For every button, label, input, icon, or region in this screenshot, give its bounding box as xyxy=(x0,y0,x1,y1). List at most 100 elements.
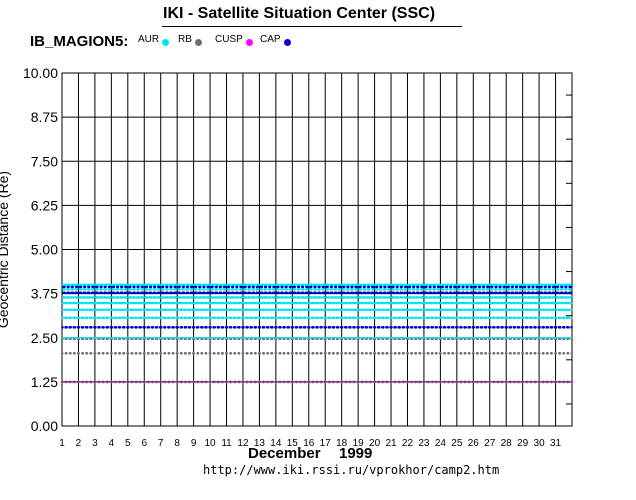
orbit-point xyxy=(501,316,505,320)
orbit-point xyxy=(456,326,459,329)
orbit-point xyxy=(91,285,95,289)
x-tick-label: 8 xyxy=(174,438,180,449)
orbit-point xyxy=(521,326,525,329)
orbit-point xyxy=(193,301,196,305)
orbit-point xyxy=(69,326,72,329)
orbit-point xyxy=(230,301,233,305)
orbit-point xyxy=(330,288,334,291)
orbit-point xyxy=(365,326,369,329)
orbit-point xyxy=(408,291,412,295)
orbit-point xyxy=(563,326,566,329)
orbit-point xyxy=(225,352,228,355)
orbit-point xyxy=(83,288,87,291)
orbit-point xyxy=(524,301,527,305)
orbit-point xyxy=(341,316,344,320)
orbit-point xyxy=(443,316,447,320)
orbit-point xyxy=(205,326,208,329)
orbit-point xyxy=(513,316,517,320)
orbit-point xyxy=(216,301,219,305)
orbit-point xyxy=(464,326,467,329)
orbit-point xyxy=(174,285,177,289)
orbit-point xyxy=(209,308,213,312)
orbit-point xyxy=(429,296,433,299)
orbit-point xyxy=(271,308,274,312)
orbit-point xyxy=(194,285,198,289)
orbit-point xyxy=(69,352,72,355)
orbit-point xyxy=(166,296,169,299)
orbit-point xyxy=(242,308,246,312)
orbit-point xyxy=(384,301,388,305)
orbit-point xyxy=(503,291,507,295)
orbit-point xyxy=(115,301,118,305)
orbit-point xyxy=(445,291,449,295)
orbit-point xyxy=(217,308,221,312)
orbit-point xyxy=(349,316,352,320)
orbit-point xyxy=(92,291,95,295)
orbit-point xyxy=(104,291,108,295)
orbit-point xyxy=(209,301,213,305)
orbit-point xyxy=(190,291,194,295)
orbit-point xyxy=(439,352,442,355)
orbit-point xyxy=(81,326,85,329)
orbit-point xyxy=(522,308,525,312)
orbit-point xyxy=(482,288,486,291)
source-url[interactable]: http://www.iki.rssi.ru/vprokhor/camp2.ht… xyxy=(203,463,500,477)
orbit-point xyxy=(211,285,214,289)
orbit-point xyxy=(117,301,120,305)
orbit-point xyxy=(211,296,215,299)
orbit-point xyxy=(536,308,540,312)
orbit-point xyxy=(379,285,383,289)
orbit-point xyxy=(131,301,135,305)
orbit-point xyxy=(342,288,346,291)
orbit-point xyxy=(489,296,493,299)
orbit-point xyxy=(114,316,118,320)
orbit-point xyxy=(174,301,178,305)
orbit-point xyxy=(107,296,110,299)
orbit-point xyxy=(166,301,170,305)
orbit-point xyxy=(67,301,71,305)
orbit-point xyxy=(65,316,69,320)
orbit-point xyxy=(240,285,243,289)
orbit-point xyxy=(352,352,356,355)
orbit-point xyxy=(195,296,198,299)
orbit-point xyxy=(361,316,365,320)
orbit-point xyxy=(67,291,71,295)
orbit-point xyxy=(125,288,128,291)
orbit-point xyxy=(560,288,564,291)
legend-label: CUSP xyxy=(215,34,243,45)
orbit-point xyxy=(331,296,334,299)
orbit-point xyxy=(126,352,130,355)
orbit-point xyxy=(339,301,342,305)
orbit-point xyxy=(73,316,77,320)
orbit-point xyxy=(373,326,377,329)
orbit-point xyxy=(444,301,447,305)
orbit-point xyxy=(474,288,478,291)
orbit-point xyxy=(489,316,492,320)
orbit-point xyxy=(219,288,223,291)
orbit-point xyxy=(540,285,543,289)
orbit-point xyxy=(92,301,96,305)
orbit-point xyxy=(505,316,509,320)
orbit-point xyxy=(412,288,416,291)
orbit-point xyxy=(509,316,513,320)
orbit-point xyxy=(511,296,515,299)
orbit-point xyxy=(199,291,202,295)
orbit-point xyxy=(248,301,252,305)
orbit-point xyxy=(371,285,375,289)
orbit-point xyxy=(413,291,416,295)
orbit-point xyxy=(554,316,558,320)
orbit-point xyxy=(84,296,87,299)
orbit-point xyxy=(431,326,435,329)
orbit-point xyxy=(522,301,525,305)
orbit-point xyxy=(69,308,73,312)
x-tick-label: 4 xyxy=(109,438,115,449)
orbit-point xyxy=(521,352,525,355)
orbit-point xyxy=(487,296,490,299)
orbit-point xyxy=(509,308,513,312)
orbit-point xyxy=(507,288,511,291)
orbit-point xyxy=(349,326,352,329)
orbit-point xyxy=(270,352,274,355)
orbit-point xyxy=(112,291,116,295)
orbit-point xyxy=(306,301,310,305)
orbit-point xyxy=(170,288,173,291)
